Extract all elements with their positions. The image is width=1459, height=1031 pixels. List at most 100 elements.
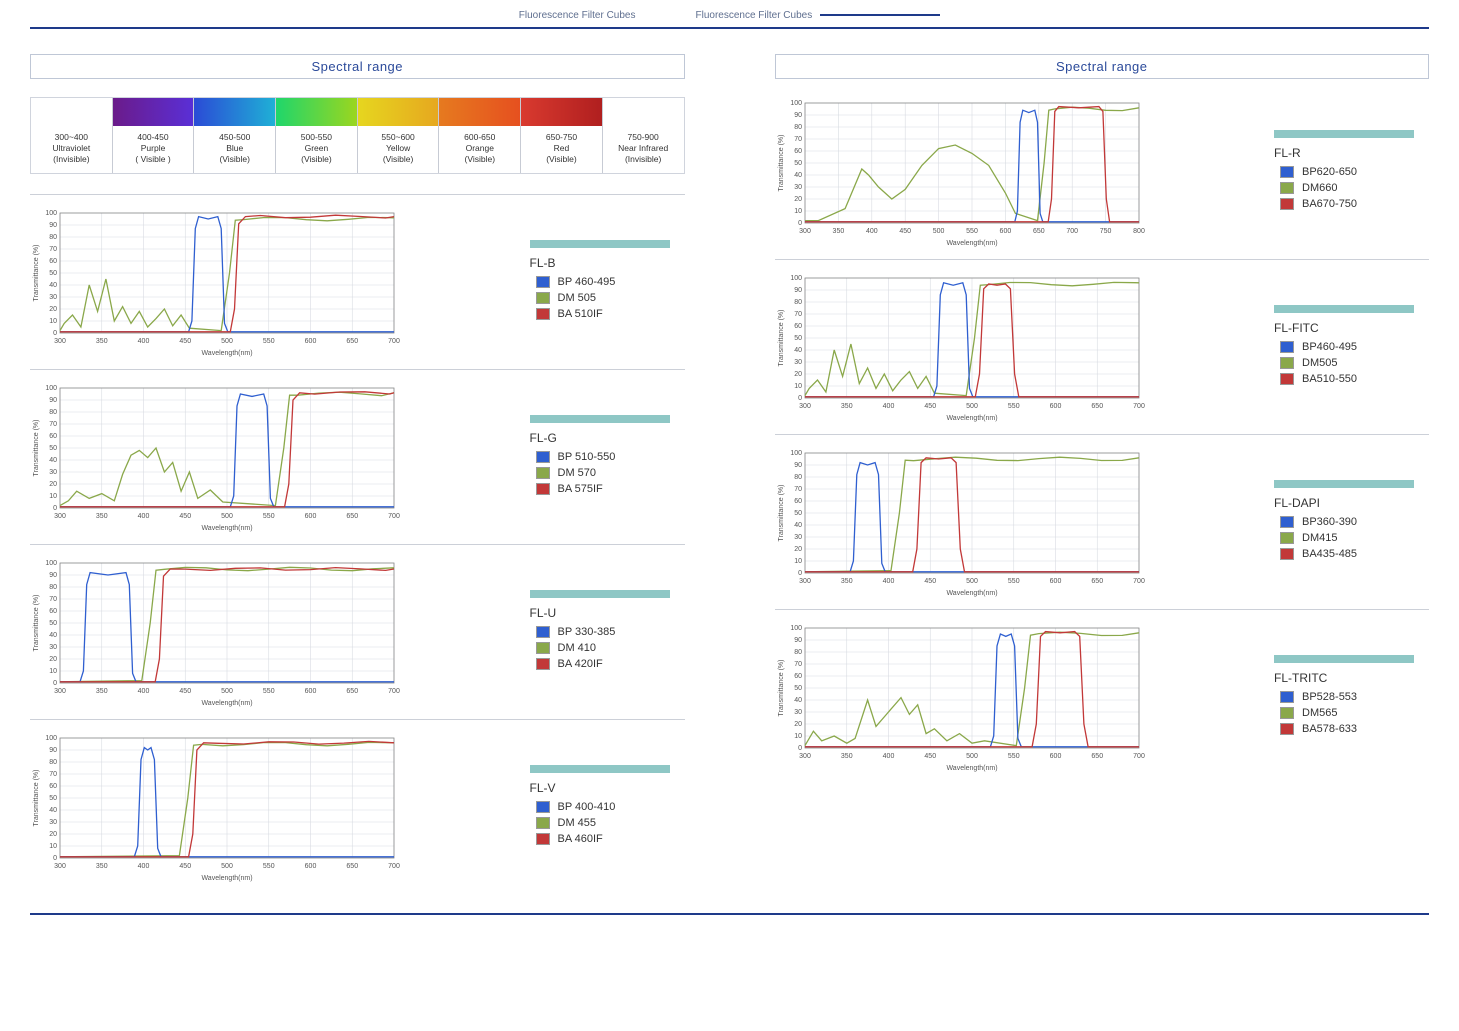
- svg-text:600: 600: [999, 228, 1011, 235]
- legend-swatch: [1280, 548, 1294, 560]
- legend-item: DM 455: [530, 817, 685, 829]
- legend-accent: [1274, 655, 1414, 663]
- svg-text:100: 100: [45, 385, 57, 392]
- chart-svg: 0102030405060708090100300350400450500550…: [775, 447, 1145, 597]
- svg-text:600: 600: [305, 863, 317, 870]
- svg-text:Wavelength(nm): Wavelength(nm): [946, 415, 997, 422]
- svg-text:30: 30: [794, 534, 802, 541]
- svg-text:60: 60: [49, 608, 57, 615]
- legend-item: BP 400-410: [530, 801, 685, 813]
- legend-box: FL-B BP 460-495 DM 505 BA 510IF: [530, 240, 685, 324]
- top-rule: [30, 27, 1429, 29]
- svg-text:350: 350: [832, 228, 844, 235]
- right-charts-container: 0102030405060708090100300350400450500550…: [775, 97, 1430, 772]
- chart-separator: [775, 259, 1430, 260]
- legend-swatch: [536, 292, 550, 304]
- main-columns: Spectral range 300~400Ultraviolet(Invisi…: [30, 54, 1429, 888]
- svg-text:10: 10: [794, 558, 802, 565]
- legend-label: BP 510-550: [558, 451, 616, 463]
- svg-text:750: 750: [1099, 228, 1111, 235]
- header-left: Fluorescence Filter Cubes: [519, 10, 636, 21]
- svg-text:0: 0: [53, 330, 57, 337]
- svg-text:20: 20: [49, 656, 57, 663]
- legend-label: BP528-553: [1302, 691, 1357, 703]
- svg-text:700: 700: [388, 688, 400, 695]
- legend-swatch: [536, 833, 550, 845]
- legend-title: FL-B: [530, 256, 685, 270]
- svg-text:350: 350: [840, 403, 852, 410]
- svg-text:450: 450: [179, 338, 191, 345]
- svg-text:90: 90: [794, 112, 802, 119]
- svg-text:350: 350: [96, 863, 108, 870]
- svg-text:Transmittance (%): Transmittance (%): [33, 595, 40, 652]
- svg-text:10: 10: [794, 383, 802, 390]
- right-column: Spectral range 0102030405060708090100300…: [775, 54, 1430, 778]
- legend-swatch: [536, 817, 550, 829]
- legend-swatch: [1280, 516, 1294, 528]
- svg-text:90: 90: [794, 462, 802, 469]
- svg-text:450: 450: [179, 863, 191, 870]
- legend-swatch: [536, 658, 550, 670]
- legend-swatch: [536, 467, 550, 479]
- legend-swatch: [1280, 532, 1294, 544]
- svg-text:70: 70: [49, 596, 57, 603]
- legend-item: DM 570: [530, 467, 685, 479]
- svg-text:20: 20: [794, 721, 802, 728]
- svg-text:600: 600: [1049, 578, 1061, 585]
- svg-text:550: 550: [263, 513, 275, 520]
- svg-text:30: 30: [794, 359, 802, 366]
- bottom-rule: [30, 913, 1429, 915]
- legend-label: DM 570: [558, 467, 597, 479]
- legend-item: BA 575IF: [530, 483, 685, 495]
- svg-text:350: 350: [840, 753, 852, 760]
- svg-text:800: 800: [1133, 228, 1145, 235]
- legend-item: DM505: [1274, 357, 1429, 369]
- chart-separator: [775, 609, 1430, 610]
- spectrum-table: 300~400Ultraviolet(Invisible)400-450Purp…: [30, 97, 685, 174]
- svg-text:350: 350: [840, 578, 852, 585]
- svg-text:50: 50: [49, 445, 57, 452]
- svg-text:550: 550: [1007, 578, 1019, 585]
- svg-text:650: 650: [1091, 403, 1103, 410]
- legend-accent: [530, 765, 670, 773]
- legend-title: FL-DAPI: [1274, 496, 1429, 510]
- svg-text:400: 400: [138, 338, 150, 345]
- svg-text:Wavelength(nm): Wavelength(nm): [946, 765, 997, 772]
- svg-text:500: 500: [221, 338, 233, 345]
- legend-label: BA670-750: [1302, 198, 1357, 210]
- legend-swatch: [536, 626, 550, 638]
- svg-text:90: 90: [49, 397, 57, 404]
- svg-text:90: 90: [794, 287, 802, 294]
- svg-text:400: 400: [138, 863, 150, 870]
- svg-text:700: 700: [388, 513, 400, 520]
- legend-swatch: [1280, 166, 1294, 178]
- legend-item: DM 505: [530, 292, 685, 304]
- svg-text:50: 50: [49, 795, 57, 802]
- legend-label: BA510-550: [1302, 373, 1357, 385]
- legend-label: DM505: [1302, 357, 1337, 369]
- svg-text:30: 30: [794, 184, 802, 191]
- legend-title: FL-FITC: [1274, 321, 1429, 335]
- legend-box: FL-DAPI BP360-390 DM415 BA435-485: [1274, 480, 1429, 564]
- spectrum-bar: [31, 98, 684, 126]
- chart-svg: 0102030405060708090100300350400450500550…: [30, 382, 400, 532]
- svg-text:0: 0: [798, 220, 802, 227]
- chart-separator: [30, 719, 685, 720]
- legend-label: BP 400-410: [558, 801, 616, 813]
- svg-text:80: 80: [49, 234, 57, 241]
- chart-separator: [30, 544, 685, 545]
- legend-label: BA 420IF: [558, 658, 603, 670]
- svg-text:350: 350: [96, 513, 108, 520]
- svg-text:40: 40: [794, 697, 802, 704]
- legend-box: FL-V BP 400-410 DM 455 BA 460IF: [530, 765, 685, 849]
- svg-text:100: 100: [790, 450, 802, 457]
- svg-text:550: 550: [966, 228, 978, 235]
- chart-separator: [775, 434, 1430, 435]
- spectrum-label: 550~600Yellow(Visible): [358, 126, 440, 173]
- svg-text:70: 70: [794, 486, 802, 493]
- svg-text:300: 300: [54, 688, 66, 695]
- svg-text:500: 500: [966, 403, 978, 410]
- svg-text:70: 70: [49, 421, 57, 428]
- svg-text:Wavelength(nm): Wavelength(nm): [946, 590, 997, 597]
- chart-box: 0102030405060708090100300350400450500550…: [775, 97, 1255, 247]
